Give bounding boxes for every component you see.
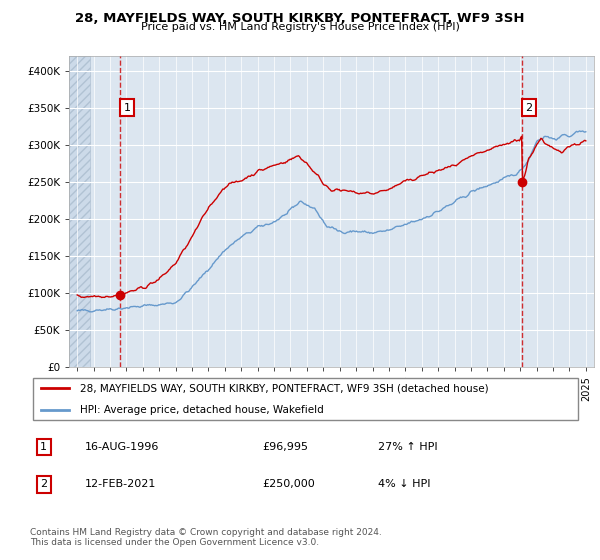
- Text: £96,995: £96,995: [262, 442, 308, 452]
- Text: 2: 2: [40, 479, 47, 489]
- Text: 1: 1: [124, 103, 130, 113]
- Text: 2: 2: [526, 103, 533, 113]
- Text: 16-AUG-1996: 16-AUG-1996: [85, 442, 160, 452]
- Text: Price paid vs. HM Land Registry's House Price Index (HPI): Price paid vs. HM Land Registry's House …: [140, 22, 460, 32]
- Text: 28, MAYFIELDS WAY, SOUTH KIRKBY, PONTEFRACT, WF9 3SH: 28, MAYFIELDS WAY, SOUTH KIRKBY, PONTEFR…: [75, 12, 525, 25]
- Text: 27% ↑ HPI: 27% ↑ HPI: [378, 442, 437, 452]
- Text: HPI: Average price, detached house, Wakefield: HPI: Average price, detached house, Wake…: [80, 405, 323, 415]
- FancyBboxPatch shape: [33, 377, 578, 421]
- Text: 4% ↓ HPI: 4% ↓ HPI: [378, 479, 430, 489]
- Text: 1: 1: [40, 442, 47, 452]
- Text: Contains HM Land Registry data © Crown copyright and database right 2024.
This d: Contains HM Land Registry data © Crown c…: [30, 528, 382, 547]
- Bar: [69, 56, 91, 367]
- Text: 28, MAYFIELDS WAY, SOUTH KIRKBY, PONTEFRACT, WF9 3SH (detached house): 28, MAYFIELDS WAY, SOUTH KIRKBY, PONTEFR…: [80, 383, 488, 393]
- Text: £250,000: £250,000: [262, 479, 314, 489]
- Text: 12-FEB-2021: 12-FEB-2021: [85, 479, 157, 489]
